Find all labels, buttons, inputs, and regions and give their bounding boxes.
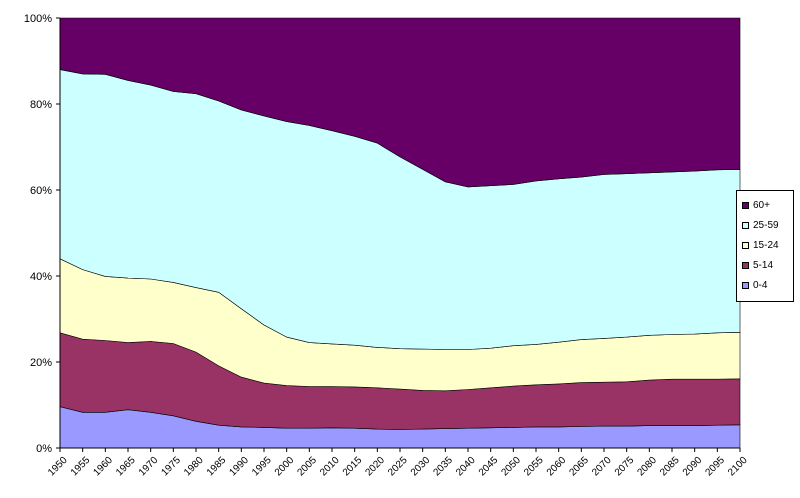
y-tick-label: 80% (30, 99, 52, 111)
x-tick-label: 2030 (409, 455, 433, 479)
x-tick-label: 1950 (46, 455, 70, 479)
x-tick-label: 1975 (159, 455, 183, 479)
x-tick-label: 1960 (91, 455, 115, 479)
x-tick-label: 2040 (454, 455, 478, 479)
legend-item: 60+ (742, 195, 793, 215)
legend-swatch (742, 261, 749, 269)
x-tick-label: 2095 (703, 455, 727, 479)
x-axis-ticks: 1950 1955 1960 1965 1970 1975 1980 1985 1990 1995… (46, 448, 750, 478)
x-tick-label: 2060 (545, 455, 569, 479)
x-tick-label: 2080 (635, 455, 659, 479)
legend-label: 25-59 (753, 219, 779, 231)
legend-swatch (742, 281, 749, 289)
x-tick-label: 2045 (477, 455, 501, 479)
area-series-group (59, 17, 741, 449)
x-tick-label: 1985 (205, 455, 229, 479)
y-tick-label: 100% (24, 13, 52, 25)
x-tick-label: 1980 (182, 455, 206, 479)
x-tick-label: 2090 (681, 455, 705, 479)
legend-label: 0-4 (753, 279, 768, 291)
x-tick-label: 2025 (386, 455, 410, 479)
x-tick-label: 2035 (431, 455, 455, 479)
x-tick-label: 2015 (341, 455, 365, 479)
legend-swatch (742, 201, 749, 209)
x-tick-label: 2065 (567, 455, 591, 479)
y-tick-label: 20% (30, 357, 52, 369)
x-tick-label: 1970 (137, 455, 161, 479)
legend: 60+ 25-59 15-24 5-14 0-4 (736, 190, 794, 302)
legend-swatch (742, 221, 749, 229)
y-tick-label: 60% (30, 185, 52, 197)
x-tick-label: 2055 (522, 455, 546, 479)
y-tick-label: 0% (36, 443, 52, 455)
legend-item: 25-59 (742, 215, 793, 235)
x-tick-label: 2085 (658, 455, 682, 479)
area-series-60-plus (59, 17, 741, 188)
x-tick-label: 2000 (273, 455, 297, 479)
x-tick-label: 2020 (363, 455, 387, 479)
x-tick-label: 2075 (613, 455, 637, 479)
legend-swatch (742, 241, 749, 249)
legend-item: 5-14 (742, 255, 793, 275)
legend-item: 15-24 (742, 235, 793, 255)
y-tick-label: 40% (30, 271, 52, 283)
legend-label: 60+ (753, 199, 770, 211)
x-tick-label: 2050 (499, 455, 523, 479)
y-axis-ticks: 0% 20% 40% 60% 80% 100% (24, 13, 60, 455)
x-tick-label: 2070 (590, 455, 614, 479)
legend-label: 15-24 (753, 239, 779, 251)
x-tick-label: 1965 (114, 455, 138, 479)
x-tick-label: 1990 (227, 455, 251, 479)
x-tick-label: 2005 (295, 455, 319, 479)
x-tick-label: 1955 (69, 455, 93, 479)
x-tick-label: 2010 (318, 455, 342, 479)
x-tick-label: 2100 (726, 455, 750, 479)
legend-item: 0-4 (742, 275, 793, 295)
legend-label: 5-14 (753, 259, 774, 271)
x-tick-label: 1995 (250, 455, 274, 479)
